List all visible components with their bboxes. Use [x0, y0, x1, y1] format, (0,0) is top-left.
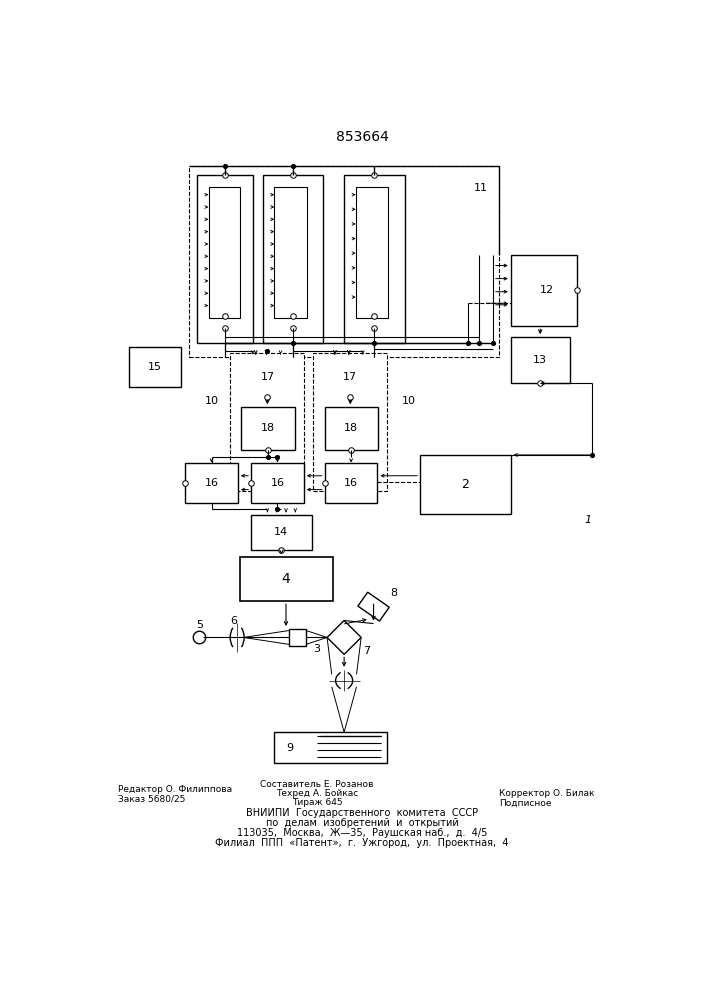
Text: 2: 2: [461, 478, 469, 491]
Text: Корректор О. Билак: Корректор О. Билак: [499, 789, 595, 798]
Text: Составитель Е. Розанов: Составитель Е. Розанов: [260, 780, 374, 789]
Bar: [235, 357, 299, 397]
Text: 16: 16: [271, 478, 284, 488]
Text: 6: 6: [230, 615, 237, 626]
Bar: [251, 515, 312, 550]
Text: по  делам  изобретений  и  открытий: по делам изобретений и открытий: [266, 818, 458, 828]
Text: 113035,  Москва,  Ж—35,  Раушская наб.,  д.  4/5: 113035, Москва, Ж—35, Раушская наб., д. …: [237, 828, 487, 838]
Bar: [241, 407, 296, 450]
Text: 18: 18: [344, 423, 358, 433]
Text: 853664: 853664: [336, 130, 388, 144]
Bar: [344, 175, 404, 343]
Text: 17: 17: [260, 372, 274, 382]
Bar: [251, 463, 304, 503]
Text: 12: 12: [540, 285, 554, 295]
Bar: [185, 463, 238, 503]
Bar: [129, 347, 182, 387]
Text: Филиал  ППП  «Патент»,  г.  Ужгород,  ул.  Проектная,  4: Филиал ППП «Патент», г. Ужгород, ул. Про…: [215, 838, 509, 848]
Text: 5: 5: [196, 620, 203, 630]
Text: 14: 14: [274, 527, 288, 537]
Polygon shape: [358, 592, 390, 621]
Text: 16: 16: [344, 478, 358, 488]
Bar: [274, 187, 307, 318]
Bar: [189, 166, 499, 357]
Text: 8: 8: [391, 588, 398, 598]
Bar: [197, 175, 252, 343]
Polygon shape: [327, 620, 361, 654]
Bar: [209, 187, 240, 318]
Bar: [325, 407, 378, 450]
Text: Тираж 645: Тираж 645: [292, 798, 342, 807]
Text: Техред А. Бойкас: Техред А. Бойкас: [276, 789, 358, 798]
Bar: [313, 353, 387, 491]
Bar: [263, 175, 323, 343]
Bar: [510, 337, 571, 383]
Bar: [325, 463, 378, 503]
Bar: [230, 353, 304, 491]
Text: 13: 13: [533, 355, 547, 365]
Text: 10: 10: [204, 396, 218, 406]
Bar: [420, 455, 510, 514]
Text: 9: 9: [286, 743, 293, 753]
Bar: [319, 357, 382, 397]
Text: 17: 17: [344, 372, 357, 382]
Text: 4: 4: [281, 572, 291, 586]
Text: 3: 3: [313, 644, 320, 654]
Bar: [274, 732, 387, 763]
Bar: [510, 255, 577, 326]
Bar: [240, 557, 332, 601]
Text: 10: 10: [402, 396, 416, 406]
Text: Подписное: Подписное: [499, 798, 551, 807]
Bar: [289, 629, 306, 646]
Text: Заказ 5680/25: Заказ 5680/25: [118, 795, 185, 804]
Bar: [356, 187, 388, 318]
Text: 11: 11: [474, 183, 489, 193]
Text: ВНИИПИ  Государственного  комитета  СССР: ВНИИПИ Государственного комитета СССР: [246, 808, 478, 818]
Text: Редактор О. Филиппова: Редактор О. Филиппова: [118, 785, 232, 794]
Text: 18: 18: [261, 423, 275, 433]
Text: 16: 16: [204, 478, 218, 488]
Text: 1: 1: [585, 515, 592, 525]
Text: 7: 7: [363, 646, 370, 656]
Text: 15: 15: [148, 362, 162, 372]
